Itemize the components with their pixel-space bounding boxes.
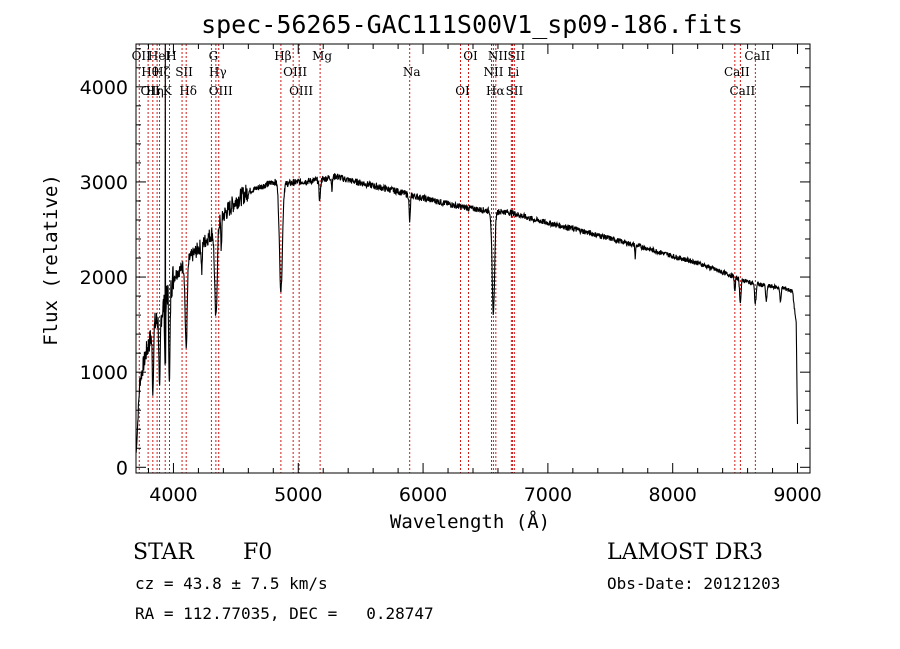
line-label-OI: OI	[463, 49, 478, 63]
y-tick-label: 2000	[80, 267, 128, 289]
line-label-Na: Na	[403, 65, 421, 79]
line-label-CaII: CaII	[729, 84, 755, 98]
line-label-Mg: Mg	[312, 49, 332, 63]
y-tick-label: 1000	[80, 362, 128, 384]
y-tick-label: 4000	[80, 77, 128, 99]
line-label-H: H	[166, 49, 176, 63]
line-label-OII: OII	[140, 84, 160, 98]
x-tick-label: 4000	[149, 484, 197, 506]
line-label-NII: NII	[483, 65, 503, 79]
line-label-OIII: OIII	[209, 84, 233, 98]
line-label-Li: Li	[507, 65, 519, 79]
line-label-Hη: Hη	[146, 84, 164, 98]
x-tick-label: 8000	[649, 484, 697, 506]
axis-ticks	[136, 44, 810, 473]
line-label-SII: SII	[507, 49, 525, 63]
spectrum-line	[135, 43, 799, 453]
axis-tick-labels: 4000 5000 6000 7000 8000 9000 0 1000 2000 3000 400…	[80, 77, 822, 506]
line-label-NII: NII	[488, 49, 508, 63]
plot-frame	[135, 43, 811, 474]
line-label-SII: SII	[506, 84, 524, 98]
coordinates: RA = 112.77035, DEC = 0.28747	[135, 604, 434, 623]
line-label-OI: OI	[455, 84, 470, 98]
chart-title: spec-56265-GAC111S00V1_sp09-186.fits	[201, 10, 743, 39]
object-class: STAR	[133, 540, 194, 565]
line-label-CaII: CaII	[724, 65, 750, 79]
spectral-line-markers	[138, 44, 756, 473]
line-label-OIII: OIII	[289, 84, 313, 98]
x-tick-label: 5000	[274, 484, 322, 506]
line-label-Hγ: Hγ	[209, 65, 227, 79]
line-label-Hθ: Hθ	[141, 65, 159, 79]
y-tick-label: 0	[116, 457, 128, 479]
y-tick-label: 3000	[80, 172, 128, 194]
y-axis-label: Flux (relative)	[40, 174, 62, 346]
obs-date: Obs-Date: 20121203	[607, 574, 781, 593]
line-label-Hδ: Hδ	[179, 84, 197, 98]
x-tick-label: 6000	[399, 484, 447, 506]
line-label-OIII: OIII	[283, 65, 307, 79]
object-subclass: F0	[243, 540, 273, 565]
survey-name: LAMOST DR3	[607, 540, 763, 565]
x-tick-label: 9000	[773, 484, 821, 506]
line-label-SII: SII	[175, 65, 193, 79]
line-label-K: K	[163, 84, 173, 98]
redshift-text: cz = 43.8 ± 7.5 km/s	[135, 574, 328, 593]
line-label-Hζ: Hζ	[153, 65, 170, 79]
x-tick-label: 7000	[524, 484, 572, 506]
line-label-Hα: Hα	[486, 84, 505, 98]
line-label-CaII: CaII	[744, 49, 770, 63]
line-label-G: G	[209, 49, 219, 63]
x-axis-label: Wavelength (Å)	[390, 510, 550, 533]
line-label-Hβ: Hβ	[274, 49, 291, 63]
spectral-line-labels: OIIHθOIIHηHeIHζKHSIIHδGHγOIIIHβOIIIOIIIM…	[132, 49, 771, 98]
